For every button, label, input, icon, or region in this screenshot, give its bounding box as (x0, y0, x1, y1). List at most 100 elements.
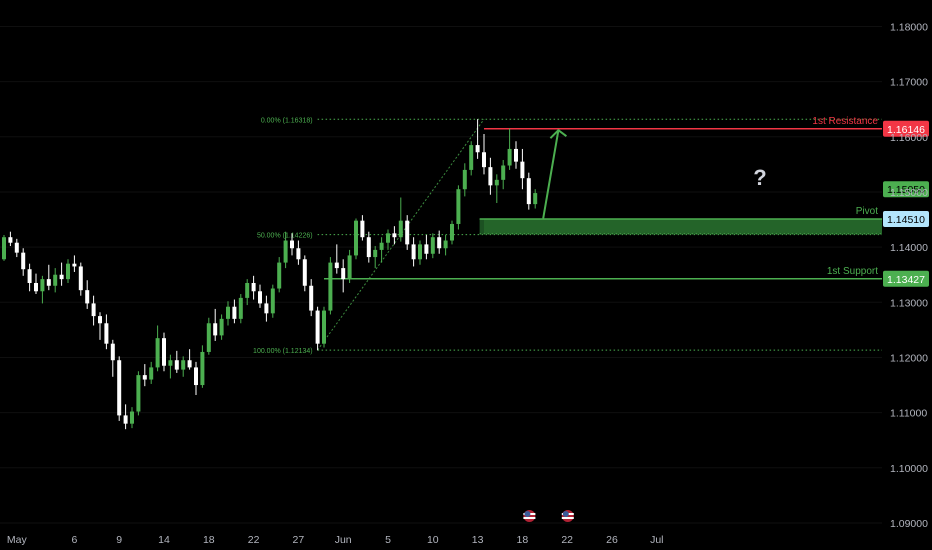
x-tick-label: 22 (248, 534, 260, 546)
candle-body (142, 375, 147, 380)
candle-body (238, 297, 243, 319)
candle-body (174, 360, 179, 370)
x-tick-label: 22 (561, 534, 573, 546)
pivot-zone (479, 219, 882, 234)
candle-body (328, 262, 333, 311)
candle-body (341, 268, 346, 280)
candle-body (507, 148, 512, 166)
candle-body (232, 306, 237, 319)
candle-body (334, 262, 339, 269)
y-tick-label: 1.17000 (890, 77, 928, 89)
candle-body (456, 189, 461, 224)
candle-body (200, 351, 205, 386)
current-price-tag[interactable] (883, 181, 929, 198)
event-flag-canton (524, 511, 531, 517)
fib-level-label: 0.00% (1.16318) (261, 117, 313, 124)
candle-body (91, 303, 96, 317)
x-tick-label: May (7, 534, 28, 546)
current-price-value: 1.15050 (887, 184, 925, 196)
candle-body (8, 237, 13, 243)
y-tick-label: 1.11000 (890, 408, 927, 420)
candle-body (405, 220, 410, 245)
candle-body (40, 279, 45, 292)
projection-arrow-shaft (542, 130, 560, 219)
candle-body (155, 338, 160, 368)
candle-body (514, 148, 518, 162)
candle-body (520, 161, 525, 179)
level-name-label: 1st Support (827, 266, 878, 277)
level-price-tag[interactable] (883, 211, 929, 228)
candle-body (168, 360, 173, 366)
y-tick-label: 1.12000 (890, 352, 928, 364)
candle-body (322, 310, 326, 344)
price-axis[interactable]: 1.18000 1.17000 1.16000 1.15000 1.14000 1.130… (890, 21, 928, 529)
candle-body (46, 279, 51, 286)
candle-body (14, 242, 19, 253)
candle-body (219, 318, 224, 336)
y-tick-label: 1.18000 (890, 21, 928, 33)
candle-body (302, 259, 307, 286)
candle-body (34, 282, 38, 292)
fib-level-label: 50.00% (1.14226) (257, 233, 313, 240)
candle-body (245, 282, 250, 298)
candle-body (366, 237, 371, 258)
candle-body (411, 244, 416, 260)
candle-body (296, 248, 301, 260)
candle-body (488, 167, 493, 186)
candle-body (309, 285, 314, 311)
x-tick-label: 18 (517, 534, 529, 546)
candle-body (187, 360, 192, 368)
candle-body (469, 145, 474, 170)
x-tick-label: 14 (158, 534, 170, 546)
event-flag-icon[interactable] (523, 510, 536, 522)
candle-body (53, 274, 58, 286)
level-price-value: 1.13427 (887, 274, 925, 286)
level-price-tag[interactable] (883, 120, 929, 137)
level-name-label: Pivot (856, 206, 878, 217)
candle-body (533, 193, 538, 205)
candle-body (226, 306, 230, 319)
candle-body (2, 237, 6, 260)
candle-body (104, 323, 109, 344)
x-tick-label: 5 (385, 534, 391, 546)
event-flag-canton (562, 511, 569, 517)
candle-body (258, 291, 262, 304)
candle-body (283, 240, 288, 263)
candle-body (206, 323, 211, 352)
candle-body (162, 338, 166, 366)
event-flag-stripe (561, 517, 574, 519)
fib-trendline (317, 118, 485, 351)
time-axis[interactable]: May 6 9 14 18 22 27 Jun 5 10 13 18 22 26 Jul (7, 534, 664, 546)
candle-body (398, 220, 403, 238)
candle-body (443, 240, 448, 249)
y-tick-label: 1.10000 (890, 463, 928, 475)
candle-body (430, 237, 435, 254)
fibonacci-retracement[interactable]: 0.00% (1.16318) 50.00% (1.14226) 100.00% (… (253, 117, 882, 355)
y-tick-label: 1.16000 (890, 132, 928, 144)
support-resistance-levels[interactable]: 1st Resistance 1.16146 Pivot 1.14510 1st Sup… (324, 116, 929, 287)
candle-body (72, 263, 77, 267)
pivot-zone-fill (484, 219, 882, 234)
candle-body (85, 290, 90, 304)
projection-arrow-head (549, 128, 568, 139)
event-flag-stripe (523, 517, 536, 519)
x-tick-label: 6 (71, 534, 77, 546)
candlestick-series (2, 119, 538, 430)
candle-body (360, 220, 365, 238)
x-tick-label: 10 (427, 534, 439, 546)
y-tick-label: 1.15000 (890, 187, 928, 199)
x-tick-label: 13 (472, 534, 484, 546)
annotations: ? (523, 128, 767, 522)
candle-body (213, 323, 218, 336)
candle-body (354, 220, 358, 256)
x-tick-label: 18 (203, 534, 215, 546)
level-price-tag[interactable] (883, 270, 929, 287)
candle-body (149, 367, 154, 380)
event-flag-icon[interactable] (561, 510, 574, 522)
question-mark-annotation: ? (753, 165, 766, 190)
candle-body (347, 255, 352, 280)
candle-body (277, 262, 282, 289)
candle-body (59, 274, 64, 280)
